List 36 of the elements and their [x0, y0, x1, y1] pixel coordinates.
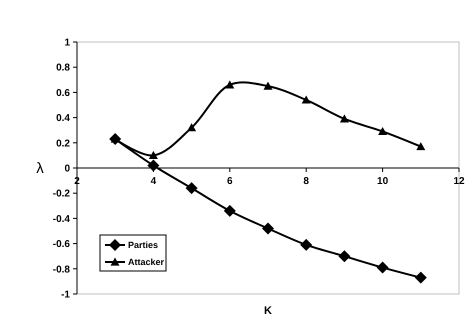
y-tick-label: 1	[64, 38, 70, 48]
y-tick-label: 0.4	[56, 113, 70, 124]
x-tick-label: 6	[227, 176, 234, 187]
point	[262, 222, 274, 234]
point	[378, 126, 388, 136]
x-tick-label: 4	[150, 176, 157, 187]
y-tick-label: 0.2	[56, 138, 70, 150]
point	[224, 204, 236, 217]
x-axis-title: K	[264, 305, 272, 317]
y-tick-label: 0.8	[56, 62, 70, 74]
point	[147, 159, 160, 172]
point	[376, 262, 389, 274]
point	[340, 114, 349, 122]
point	[300, 238, 312, 251]
y-tick-label: 0	[64, 164, 70, 174]
legend-label: Attacker	[128, 257, 165, 268]
y-tick-label: -0.2	[52, 188, 70, 200]
point	[414, 272, 427, 284]
point	[264, 82, 272, 90]
point	[225, 80, 234, 88]
y-axis-title: λ	[36, 160, 44, 177]
point	[187, 123, 196, 132]
y-tick-label: 0.6	[56, 88, 70, 99]
legend-label: Parties	[128, 240, 158, 250]
x-tick-label: 12	[453, 176, 465, 187]
y-tick-label: -1	[61, 290, 70, 300]
x-tick-label: 10	[377, 176, 389, 187]
point	[186, 182, 198, 194]
point	[302, 95, 311, 104]
y-tick-label: -0.8	[52, 264, 70, 276]
point	[416, 142, 426, 150]
point	[148, 150, 158, 159]
point	[338, 250, 350, 262]
x-tick-label: 8	[303, 176, 310, 187]
y-tick-label: -0.6	[52, 239, 70, 250]
y-tick-label: -0.4	[52, 214, 70, 225]
